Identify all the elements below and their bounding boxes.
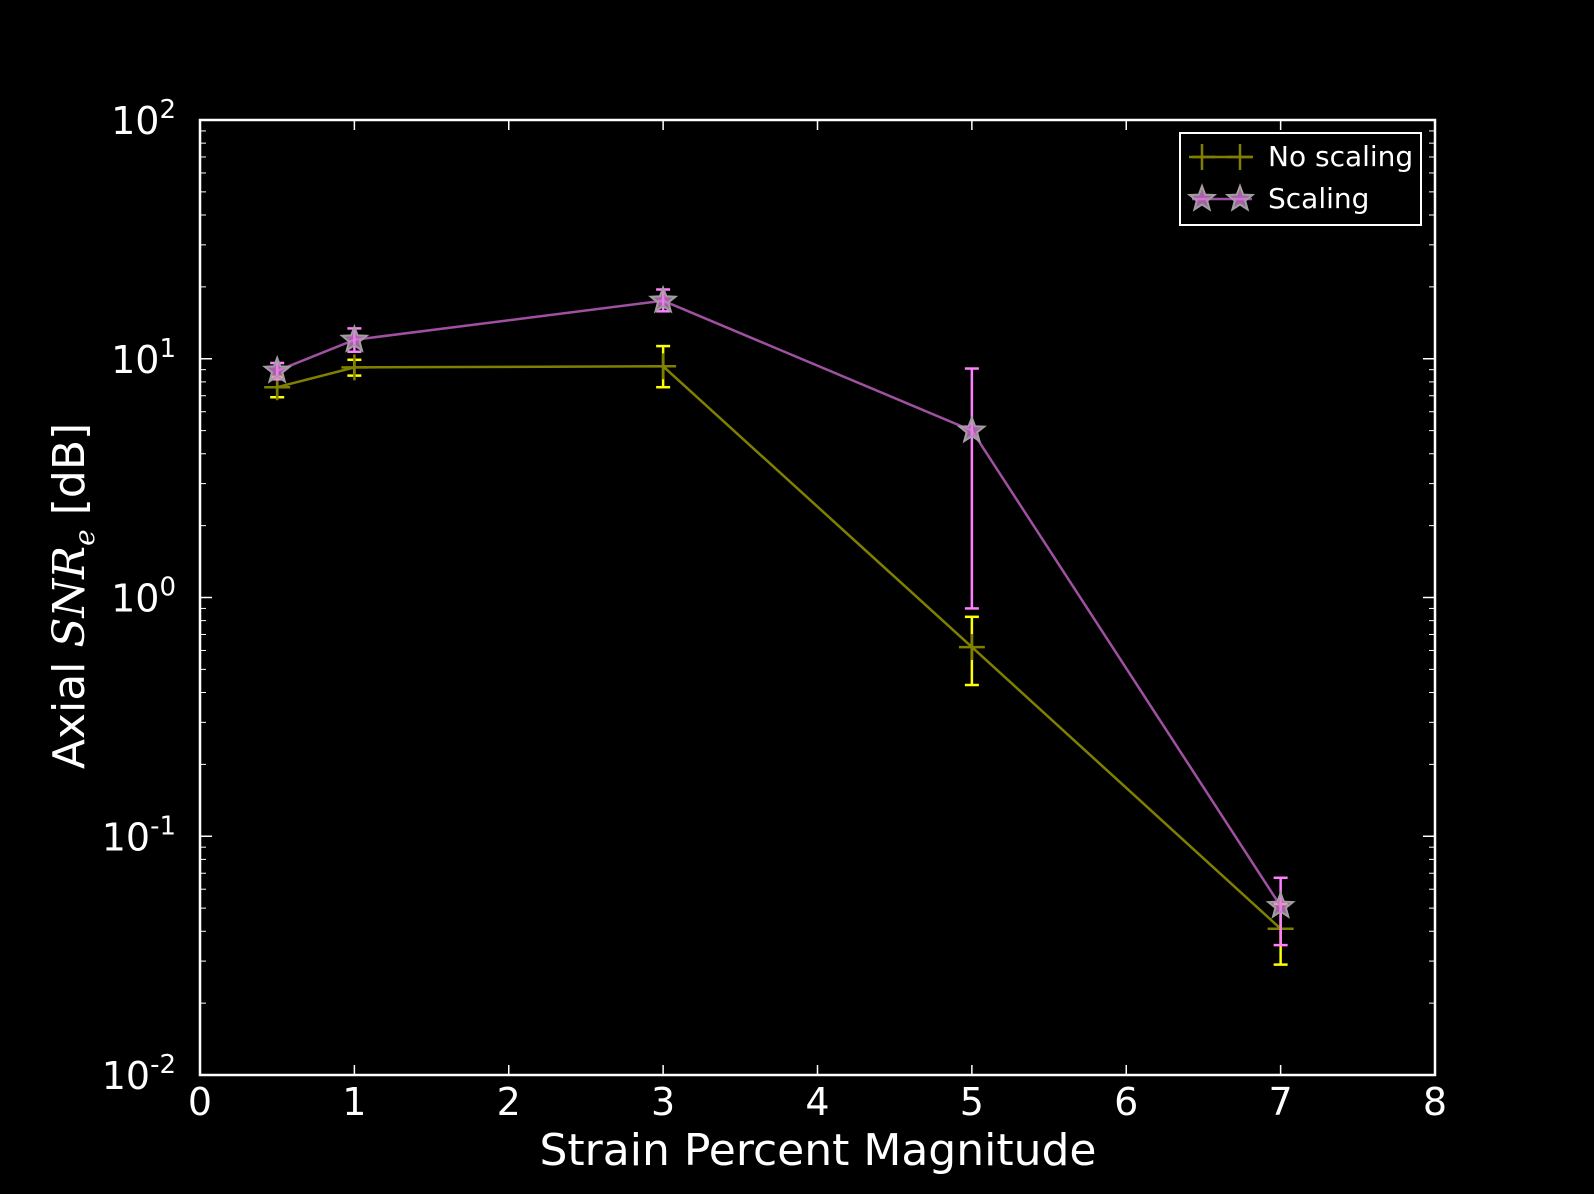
y-tick-label-base: 10 [111, 99, 159, 143]
data-point-no-scaling [958, 634, 985, 661]
x-tick-label: 5 [960, 1080, 984, 1124]
legend-marker-scaling [1186, 183, 1218, 212]
x-tick-label: 3 [651, 1080, 675, 1124]
y-tick-label: 101 [111, 334, 176, 382]
y-tick-label: 102 [111, 95, 176, 143]
y-tick-label-exponent: 0 [159, 573, 176, 603]
legend-marker-no-scaling [1189, 144, 1215, 170]
data-point-no-scaling [650, 353, 677, 380]
x-tick-label: 1 [342, 1080, 366, 1124]
legend-label-scaling: Scaling [1268, 182, 1369, 215]
x-tick-label: 2 [497, 1080, 521, 1124]
data-point-scaling [648, 284, 679, 314]
x-axis-label: Strain Percent Magnitude [540, 1125, 1097, 1176]
data-point-no-scaling [341, 354, 368, 381]
x-tick-label: 7 [1269, 1080, 1293, 1124]
x-tick-label: 0 [188, 1080, 212, 1124]
series-scaling [262, 284, 1296, 947]
data-point-scaling [339, 323, 370, 353]
x-tick-label: 8 [1423, 1080, 1447, 1124]
legend-marker-scaling [1224, 183, 1256, 212]
y-tick-label: 10-1 [102, 811, 176, 859]
legend-label-no-scaling: No scaling [1268, 140, 1413, 173]
plot-series [262, 284, 1296, 966]
y-axis-label-math: SNR [44, 546, 95, 648]
legend: No scaling Scaling [1179, 132, 1422, 226]
x-tick-label: 6 [1114, 1080, 1138, 1124]
legend-entry-no-scaling: No scaling [1189, 140, 1413, 173]
y-tick-label-exponent: -1 [150, 811, 176, 841]
legend-marker-no-scaling [1227, 144, 1253, 170]
data-point-scaling [956, 414, 987, 444]
y-tick-label-base: 10 [111, 577, 159, 621]
ticks [199, 119, 1436, 1076]
y-tick-label: 100 [111, 573, 176, 621]
y-tick-label-exponent: -2 [150, 1050, 176, 1080]
data-point-scaling [1265, 890, 1296, 919]
y-tick-label: 10-2 [102, 1050, 176, 1098]
y-axis-label-prefix: Axial [44, 648, 95, 770]
y-tick-label-exponent: 1 [159, 334, 176, 364]
legend-box [1179, 132, 1422, 226]
error-bar-scaling [964, 367, 979, 610]
data-point-scaling [262, 354, 293, 384]
y-axis-label-subscript: e [68, 529, 101, 546]
series-no-scaling [264, 344, 1294, 966]
y-axis-label-suffix: [dB] [44, 423, 95, 529]
y-tick-label-base: 10 [102, 1054, 150, 1098]
y-axis-label: Axial SNRe [dB] [44, 423, 101, 769]
y-tick-label-exponent: 2 [159, 95, 176, 125]
legend-entry-scaling: Scaling [1186, 182, 1369, 215]
y-tick-label-base: 10 [102, 815, 150, 859]
y-tick-label-base: 10 [111, 338, 159, 382]
x-tick-label: 4 [805, 1080, 829, 1124]
